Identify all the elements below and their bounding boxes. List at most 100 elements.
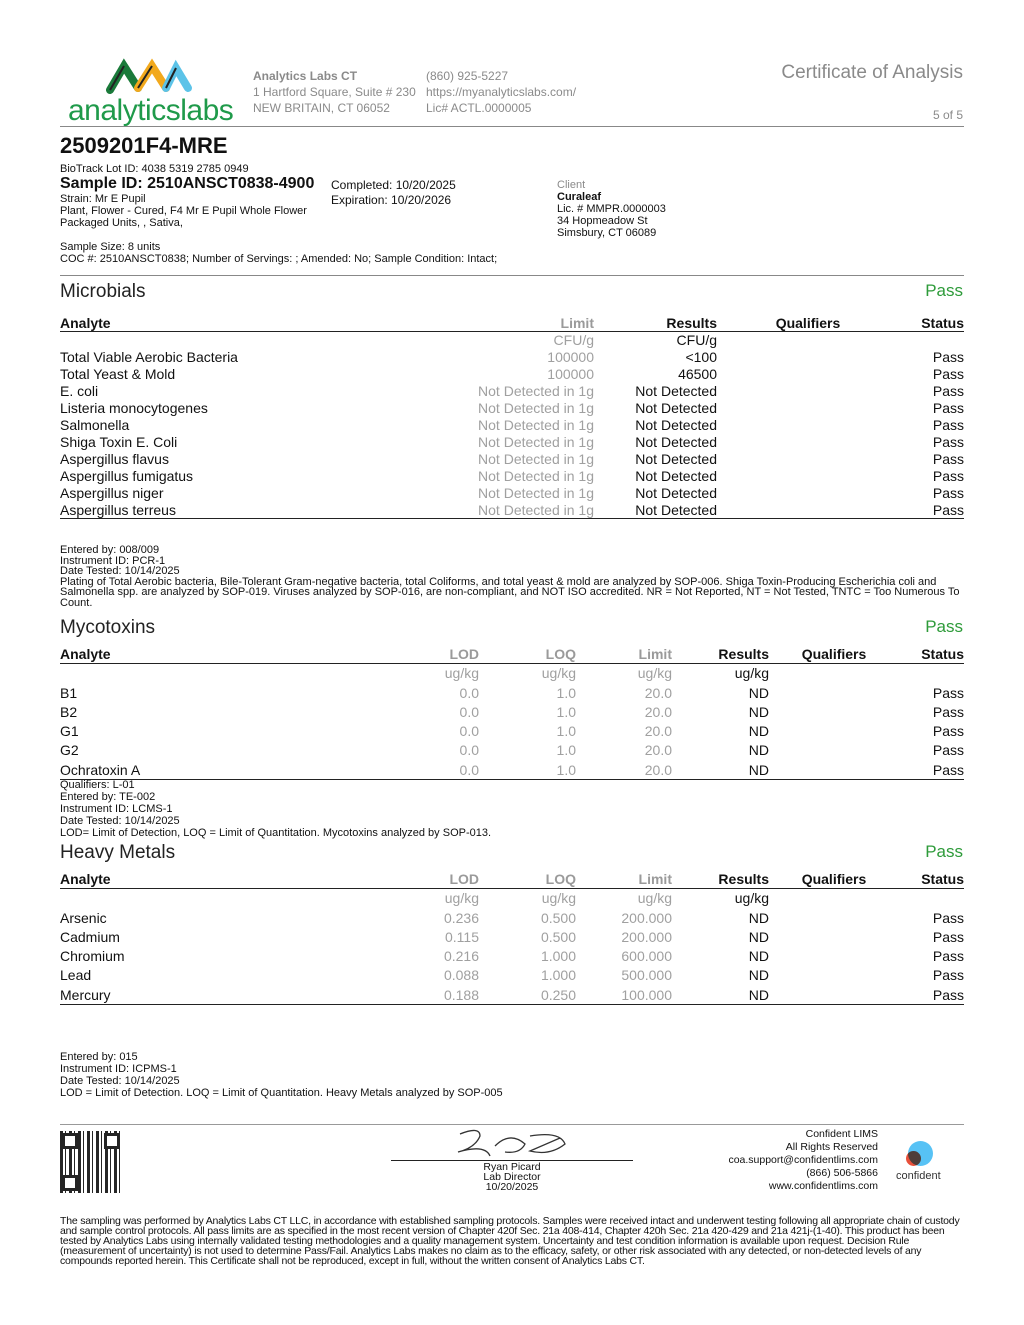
limit-cell: Not Detected in 1g	[478, 485, 594, 501]
loq-cell: 1.0	[556, 684, 576, 701]
heavy-metals-table: Analyte LOD LOQ Limit Results Qualifiers Statu…	[60, 870, 964, 1006]
lims-website[interactable]: www.confidentlims.com	[768, 1180, 878, 1192]
limit-cell: Not Detected in 1g	[478, 451, 594, 467]
expiration-date: Expiration: 10/20/2026	[331, 193, 452, 207]
status-cell: Pass	[932, 468, 964, 484]
loq-cell: 1.0	[556, 723, 576, 740]
results-cell: Not Detected	[635, 485, 717, 501]
limit-cell: 200.000	[621, 928, 672, 945]
analyte-cell: Aspergillus fumigatus	[60, 468, 194, 484]
status-cell: Pass	[932, 349, 964, 365]
table-row: Aspergillus terreus Not Detected in 1g Not…	[60, 502, 964, 519]
note-line: LOD = Limit of Detection. LOQ = Limit of…	[60, 1087, 503, 1099]
limit-cell: 600.000	[621, 948, 672, 965]
loq-cell: ug/kg	[541, 665, 576, 682]
table-row: Lead 0.088 1.000 500.000 ND Pass	[60, 966, 964, 985]
table-row: G1 0.0 1.0 20.0 ND Pass	[60, 722, 964, 741]
limit-cell: 20.0	[644, 703, 672, 720]
status-cell: Pass	[932, 723, 964, 740]
status-cell: Pass	[932, 502, 964, 518]
sample-id: Sample ID: 2510ANSCT0838-4900	[60, 175, 315, 192]
loq-cell: 1.000	[540, 967, 576, 984]
results-cell: ND	[748, 703, 769, 720]
table-row: Ochratoxin A 0.0 1.0 20.0 ND Pass	[60, 761, 964, 781]
lab-phone: (860) 925-5227	[426, 69, 509, 83]
lod-cell: ug/kg	[444, 890, 479, 907]
lims-name: Confident LIMS	[805, 1128, 878, 1140]
lab-website[interactable]: https://myanalyticslabs.com/	[426, 85, 577, 99]
table-row: Aspergillus fumigatus Not Detected in 1g N…	[60, 468, 964, 485]
results-cell: ND	[748, 967, 769, 984]
analyte-cell: Aspergillus niger	[60, 485, 164, 501]
lod-cell: 0.115	[445, 928, 479, 945]
limit-cell: CFU/g	[553, 332, 594, 348]
analyte-cell: Arsenic	[60, 909, 107, 926]
table-header-row: Analyte LOD LOQ Limit Results Qualifiers Statu…	[60, 645, 964, 665]
limit-cell: 500.000	[621, 967, 672, 984]
status-cell: Pass	[932, 383, 964, 399]
status-cell: Pass	[932, 909, 964, 926]
heavy-metals-title: Heavy Metals	[60, 842, 176, 863]
status-cell: Pass	[932, 986, 964, 1003]
status-cell: Pass	[932, 703, 964, 720]
analyte-cell: G1	[60, 723, 79, 740]
results-cell: Not Detected	[635, 434, 717, 450]
status-cell: Pass	[932, 400, 964, 416]
product-id: 2509201F4-MRE	[60, 133, 228, 158]
limit-header: Limit	[638, 646, 672, 662]
status-cell: Pass	[932, 684, 964, 701]
qr-code[interactable]	[60, 1131, 122, 1193]
analyte-cell: E. coli	[60, 383, 99, 399]
confident-logo-text: confident	[896, 1170, 941, 1182]
status-header: Status	[921, 646, 964, 662]
status-cell: Pass	[932, 451, 964, 467]
lims-email[interactable]: coa.support@confidentlims.com	[728, 1154, 878, 1166]
table-header-row: Analyte Limit Results Qualifiers Status	[60, 315, 964, 332]
note-line: Date Tested: 10/14/2025	[60, 565, 180, 577]
status-header: Status	[921, 871, 964, 887]
analyte-cell: Shiga Toxin E. Coli	[60, 434, 178, 450]
limit-cell: 100000	[547, 366, 594, 382]
microbials-title: Microbials	[60, 281, 146, 302]
results-cell: ND	[748, 909, 769, 926]
heavy-metals-status: Pass	[925, 842, 963, 861]
results-cell: <100	[685, 349, 717, 365]
lod-cell: 0.0	[459, 703, 479, 720]
results-cell: ug/kg	[734, 665, 769, 682]
client-address-1: 34 Hopmeadow St	[557, 215, 648, 227]
limit-cell: 100.000	[621, 986, 672, 1003]
results-cell: ND	[748, 928, 769, 945]
table-row: Mercury 0.188 0.250 100.000 ND Pass	[60, 986, 964, 1006]
analyte-cell: Ochratoxin A	[60, 761, 141, 778]
limit-cell: 20.0	[644, 723, 672, 740]
limit-cell: Not Detected in 1g	[478, 383, 594, 399]
analyte-cell: Salmonella	[60, 417, 130, 433]
analyte-cell: Chromium	[60, 948, 125, 965]
loq-cell: 1.0	[556, 703, 576, 720]
table-row: Arsenic 0.236 0.500 200.000 ND Pass	[60, 909, 964, 928]
client-license: Lic. # MMPR.0000003	[557, 203, 666, 215]
microbials-status: Pass	[925, 281, 963, 300]
note-line: Plating of Total Aerobic bacteria, Bile-…	[60, 575, 960, 609]
loq-cell: 0.250	[540, 986, 576, 1003]
loq-cell: ug/kg	[541, 890, 576, 907]
note-line: Qualifiers: L-01	[60, 779, 135, 791]
completed-date: Completed: 10/20/2025	[331, 178, 456, 192]
limit-cell: Not Detected in 1g	[478, 434, 594, 450]
results-cell: ND	[748, 948, 769, 965]
limit-cell: 20.0	[644, 742, 672, 759]
note-line: Instrument ID: ICPMS-1	[60, 1063, 177, 1075]
microbials-table: Analyte Limit Results Qualifiers Status CFU/g…	[60, 315, 964, 519]
lod-header: LOD	[449, 871, 479, 887]
table-row: B1 0.0 1.0 20.0 ND Pass	[60, 684, 964, 703]
note-line: Entered by: 008/009	[60, 544, 160, 556]
lod-cell: 0.216	[443, 948, 479, 965]
signer-title: Lab Director	[483, 1171, 541, 1183]
results-cell: Not Detected	[635, 383, 717, 399]
results-header: Results	[718, 871, 769, 887]
product-type: Plant, Flower - Cured, F4 Mr E Pupil Who…	[60, 205, 307, 217]
analyte-cell: Total Viable Aerobic Bacteria	[60, 349, 238, 365]
table-row: Listeria monocytogenes Not Detected in 1g…	[60, 400, 964, 417]
biotrack-lot-id: BioTrack Lot ID: 4038 5319 2785 0949	[60, 163, 249, 175]
loq-cell: 0.500	[540, 928, 576, 945]
